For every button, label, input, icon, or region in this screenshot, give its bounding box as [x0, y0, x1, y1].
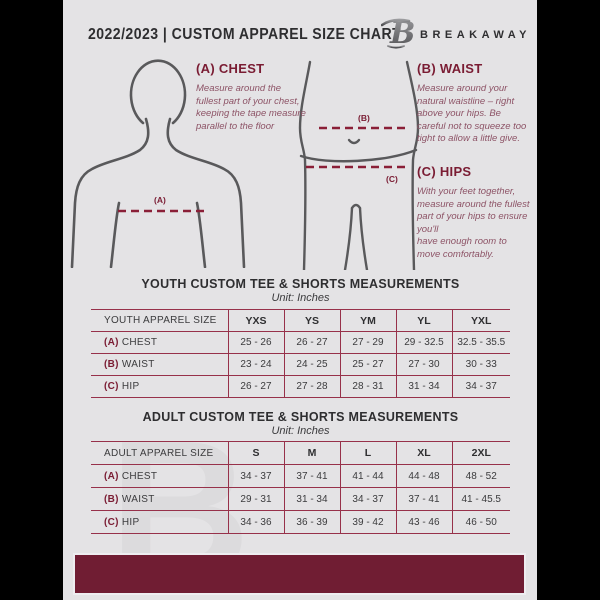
lower-body-diagram: (B) (C)	[298, 60, 420, 270]
measurement-cell: 48 - 52	[451, 464, 510, 488]
youth-size-table: YOUTH APPAREL SIZE YXS YS YM YL YXL (A) …	[91, 309, 510, 398]
breakaway-logo-icon: B	[381, 16, 415, 51]
measurement-cell: 23 - 24	[227, 353, 284, 376]
table-row: (A) CHEST 34 - 37 37 - 41 41 - 44 44 - 4…	[91, 464, 510, 488]
measurement-cell: 34 - 37	[451, 375, 510, 398]
measurement-cell: 34 - 37	[227, 464, 284, 488]
adult-size-col-header: ADULT APPAREL SIZE	[91, 441, 228, 465]
waist-instructions: (B) WAIST Measure around your natural wa…	[417, 61, 529, 146]
measurement-cell: 44 - 48	[395, 464, 452, 488]
youth-table-title: YOUTH CUSTOM TEE & SHORTS MEASUREMENTS	[141, 277, 460, 291]
row-label-text: WAIST	[121, 359, 155, 370]
measurement-cell: 28 - 31	[339, 375, 396, 398]
measurement-cell: 32.5 - 35.5	[451, 331, 510, 354]
adult-size-table: ADULT APPAREL SIZE S M L XL 2XL (A) CHES…	[91, 441, 510, 534]
table-row: (B) WAIST 29 - 31 31 - 34 34 - 37 37 - 4…	[91, 487, 510, 511]
measurement-cell: 34 - 36	[227, 510, 284, 534]
size-header-cell: S	[227, 441, 284, 465]
page-title: 2022/2023 | CUSTOM APPAREL SIZE CHART	[88, 26, 402, 43]
youth-size-col-header: YOUTH APPAREL SIZE	[91, 309, 228, 332]
table-row: YOUTH APPAREL SIZE YXS YS YM YL YXL	[91, 309, 510, 332]
row-label: (B) WAIST	[91, 487, 228, 511]
measurement-cell: 36 - 39	[283, 510, 340, 534]
size-header-cell: YXS	[227, 309, 284, 332]
measurement-cell: 43 - 46	[395, 510, 452, 534]
measurement-cell: 26 - 27	[283, 331, 340, 354]
row-prefix: (B)	[104, 359, 119, 370]
measurement-cell: 41 - 44	[339, 464, 396, 488]
row-label: (A) CHEST	[91, 331, 228, 354]
row-label: (C) HIP	[91, 510, 228, 534]
chest-heading: (A) CHEST	[196, 61, 265, 76]
row-prefix: (C)	[104, 516, 119, 528]
measurement-cell: 41 - 45.5	[451, 487, 510, 511]
row-prefix: (C)	[104, 381, 119, 392]
hips-marker-label: (C)	[386, 174, 398, 184]
measurement-cell: 37 - 41	[283, 464, 340, 488]
size-header-cell: 2XL	[451, 441, 510, 465]
measurement-cell: 31 - 34	[395, 375, 452, 398]
measurement-cell: 27 - 28	[283, 375, 340, 398]
chest-instructions: (A) CHEST Measure around the fullest par…	[196, 61, 308, 133]
row-label-text: HIP	[121, 516, 140, 528]
size-header-cell: YM	[339, 309, 396, 332]
adult-table-unit: Unit: Inches	[271, 425, 330, 437]
row-prefix: (B)	[104, 493, 119, 505]
row-prefix: (A)	[104, 337, 119, 348]
measurement-cell: 25 - 26	[227, 331, 284, 354]
chart-page: B 2022/2023 | CUSTOM APPAREL SIZE CHART …	[63, 0, 537, 600]
youth-table-unit: Unit: Inches	[271, 292, 330, 304]
row-label-text: CHEST	[121, 470, 158, 482]
measurement-cell: 26 - 27	[227, 375, 284, 398]
measurement-cell: 24 - 25	[283, 353, 340, 376]
brand-name: BREAKAWAY	[420, 29, 531, 41]
waist-body-text: Measure around your natural waistline – …	[417, 83, 527, 145]
size-header-cell: M	[283, 441, 340, 465]
svg-text:B: B	[389, 16, 415, 51]
row-prefix: (A)	[104, 470, 119, 482]
chest-body-text: Measure around the fullest part of your …	[196, 83, 306, 132]
torso-diagram: (A)	[70, 59, 246, 268]
footer-accent-bar	[73, 553, 526, 595]
row-label: (A) CHEST	[91, 464, 228, 488]
size-header-cell: L	[339, 441, 396, 465]
size-header-cell: YS	[283, 309, 340, 332]
adult-table-title: ADULT CUSTOM TEE & SHORTS MEASUREMENTS	[142, 410, 459, 424]
size-header-cell: YL	[395, 309, 452, 332]
hips-body-text: With your feet together, measure around …	[417, 186, 530, 260]
measurement-cell: 29 - 31	[227, 487, 284, 511]
measurement-cell: 29 - 32.5	[395, 331, 452, 354]
measurement-cell: 25 - 27	[339, 353, 396, 376]
measurement-cell: 39 - 42	[339, 510, 396, 534]
row-label-text: HIP	[121, 381, 140, 392]
row-label: (B) WAIST	[91, 353, 228, 376]
measurement-cell: 34 - 37	[339, 487, 396, 511]
table-row: (B) WAIST 23 - 24 24 - 25 25 - 27 27 - 3…	[91, 353, 510, 376]
chest-marker-label: (A)	[154, 195, 166, 205]
table-row: ADULT APPAREL SIZE S M L XL 2XL	[91, 441, 510, 465]
measurement-cell: 46 - 50	[451, 510, 510, 534]
table-row: (C) HIP 34 - 36 36 - 39 39 - 42 43 - 46 …	[91, 510, 510, 534]
table-row: (A) CHEST 25 - 26 26 - 27 27 - 29 29 - 3…	[91, 331, 510, 354]
waist-heading: (B) WAIST	[417, 61, 483, 76]
table-row: (C) HIP 26 - 27 27 - 28 28 - 31 31 - 34 …	[91, 375, 510, 398]
hips-instructions: (C) HIPS With your feet together, measur…	[417, 164, 531, 261]
measurement-cell: 27 - 30	[395, 353, 452, 376]
hips-heading: (C) HIPS	[417, 164, 472, 179]
measurement-cell: 30 - 33	[451, 353, 510, 376]
row-label-text: WAIST	[121, 493, 155, 505]
size-header-cell: YXL	[451, 309, 510, 332]
waist-marker-label: (B)	[358, 113, 370, 123]
measurement-cell: 31 - 34	[283, 487, 340, 511]
row-label-text: CHEST	[121, 337, 158, 348]
measurement-cell: 27 - 29	[339, 331, 396, 354]
measurement-cell: 37 - 41	[395, 487, 452, 511]
row-label: (C) HIP	[91, 375, 228, 398]
size-header-cell: XL	[395, 441, 452, 465]
